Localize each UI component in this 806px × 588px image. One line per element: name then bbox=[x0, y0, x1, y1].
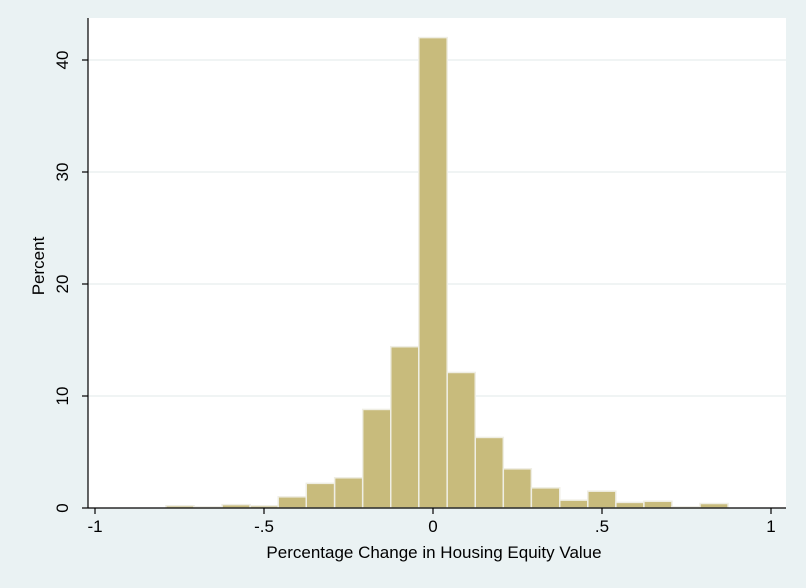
y-tick-label: 30 bbox=[53, 163, 72, 182]
histogram-bar bbox=[530, 487, 561, 509]
x-tick-label: 0 bbox=[428, 517, 437, 536]
histogram-bar bbox=[699, 502, 729, 509]
x-tick-label: 1 bbox=[766, 517, 775, 536]
y-axis-title: Percent bbox=[29, 236, 48, 295]
y-tick-label: 20 bbox=[53, 275, 72, 294]
histogram-bar bbox=[559, 499, 589, 509]
histogram-bar bbox=[474, 436, 505, 509]
histogram-bar bbox=[446, 371, 477, 509]
histogram-bar bbox=[305, 482, 336, 509]
histogram-bars bbox=[165, 36, 729, 509]
histogram-bar bbox=[418, 36, 448, 509]
y-tick-label: 0 bbox=[53, 503, 72, 512]
x-tick-label: -1 bbox=[87, 517, 102, 536]
histogram-bar bbox=[390, 345, 420, 509]
axes: 0 10 20 30 40 -1 -.5 0 .5 1 bbox=[53, 18, 786, 536]
histogram-bar bbox=[277, 496, 308, 509]
x-tick-label: -.5 bbox=[254, 517, 274, 536]
histogram-bar bbox=[643, 500, 673, 509]
x-tick-label: .5 bbox=[595, 517, 609, 536]
y-tick-label: 10 bbox=[53, 387, 72, 406]
x-axis-title: Percentage Change in Housing Equity Valu… bbox=[266, 543, 601, 562]
histogram-bar bbox=[615, 501, 645, 509]
histogram-bar bbox=[502, 468, 533, 509]
histogram-bar bbox=[587, 490, 617, 509]
histogram-bar bbox=[361, 408, 392, 509]
histogram-bar bbox=[333, 477, 364, 509]
y-tick-label: 40 bbox=[53, 51, 72, 70]
